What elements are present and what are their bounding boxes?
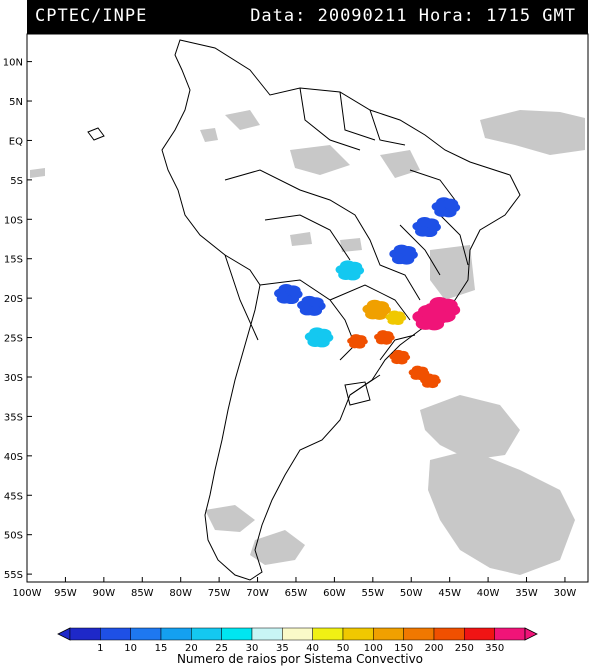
lightning-cluster <box>420 373 441 389</box>
legend-tick-label: 40 <box>306 643 319 654</box>
lon-label: 85W <box>131 588 154 599</box>
lon-label: 65W <box>285 588 308 599</box>
legend-caption: Numero de raios por Sistema Convectivo <box>176 652 424 666</box>
legend-tick-label: 1 <box>97 643 103 654</box>
lon-label: 30W <box>554 588 577 599</box>
lightning-cluster <box>297 295 326 316</box>
lat-label: 10S <box>4 215 23 226</box>
lightning-cluster <box>385 310 407 326</box>
lon-label: 40W <box>477 588 500 599</box>
lightning-cluster <box>412 216 441 238</box>
lat-label: 5S <box>10 176 23 187</box>
legend-tick-label: 10 <box>124 643 137 654</box>
legend-swatch <box>494 627 526 641</box>
lon-label: 50W <box>400 588 423 599</box>
legend-swatch <box>282 627 313 641</box>
lon-label: 45W <box>438 588 461 599</box>
legend-swatch <box>221 627 253 641</box>
lightning-cluster <box>347 334 368 349</box>
legend-tick-label: 15 <box>155 643 168 654</box>
coastline <box>87 39 521 581</box>
legend-tick-label: 50 <box>337 643 350 654</box>
lat-label: 25S <box>4 334 23 345</box>
lightning-cluster <box>431 197 461 218</box>
legend-tick-label: 30 <box>246 643 259 654</box>
lightning-cluster <box>335 260 365 281</box>
lon-label: 90W <box>93 588 116 599</box>
legend-tick-label: 250 <box>455 643 474 654</box>
lon-label: 100W <box>13 588 42 599</box>
lat-label: 20S <box>4 294 23 305</box>
datetime-label: Data: 20090211 Hora: 1715 GMT <box>250 6 576 26</box>
lightning-cluster <box>389 244 418 265</box>
legend-swatch <box>130 627 162 641</box>
legend-swatch <box>403 627 435 641</box>
legend-swatch <box>342 627 374 641</box>
legend-tick-label: 100 <box>364 643 383 654</box>
map-header: CPTEC/INPE Data: 20090211 Hora: 1715 GMT <box>27 0 588 34</box>
color-legend: 1 10 15 20 25 30 35 40 50 100 150 200 250 350 <box>57 627 538 654</box>
lat-label: 15S <box>4 255 23 266</box>
lat-label: 5N <box>9 97 23 108</box>
legend-tick-label: 20 <box>185 643 198 654</box>
lon-label: 95W <box>54 588 77 599</box>
legend-tick-label: 200 <box>424 643 443 654</box>
lightning-cluster <box>374 330 395 345</box>
legend-swatch <box>100 627 131 641</box>
legend-tick-label: 150 <box>394 643 413 654</box>
legend-swatch <box>433 627 465 641</box>
legend-swatch <box>464 627 495 641</box>
legend-swatch <box>312 627 344 641</box>
lat-label: 55S <box>4 570 23 581</box>
lon-label: 80W <box>169 588 192 599</box>
legend-arrow-left <box>57 627 71 641</box>
map-frame <box>26 33 589 583</box>
legend-swatch <box>191 627 222 641</box>
lon-label: 75W <box>208 588 231 599</box>
legend-swatch <box>160 627 192 641</box>
lat-label: 35S <box>4 412 23 423</box>
legend-swatch <box>373 627 404 641</box>
lon-label: 35W <box>515 588 538 599</box>
lat-label: 30S <box>4 373 23 384</box>
lightning-cluster <box>304 327 334 348</box>
lon-label: 70W <box>246 588 269 599</box>
lat-label: 40S <box>4 452 23 463</box>
source-label: CPTEC/INPE <box>35 6 148 26</box>
legend-swatch <box>69 627 101 641</box>
legend-tick-label: 25 <box>215 643 228 654</box>
legend-swatch <box>251 627 283 641</box>
lightning-cluster <box>389 349 411 365</box>
lightning-cluster <box>423 297 461 323</box>
lat-label: 50S <box>4 531 23 542</box>
cloud-cover <box>30 110 585 575</box>
lat-label: 10N <box>3 58 23 69</box>
legend-tick-label: 35 <box>276 643 289 654</box>
lon-label: 55W <box>362 588 385 599</box>
lat-label: EQ <box>9 136 23 147</box>
lightning-cluster <box>274 284 303 305</box>
legend-tick-label: 350 <box>485 643 504 654</box>
lightning-cluster <box>362 299 391 320</box>
legend-arrow-right <box>524 627 538 641</box>
lon-label: 60W <box>323 588 346 599</box>
lat-label: 45S <box>4 491 23 502</box>
